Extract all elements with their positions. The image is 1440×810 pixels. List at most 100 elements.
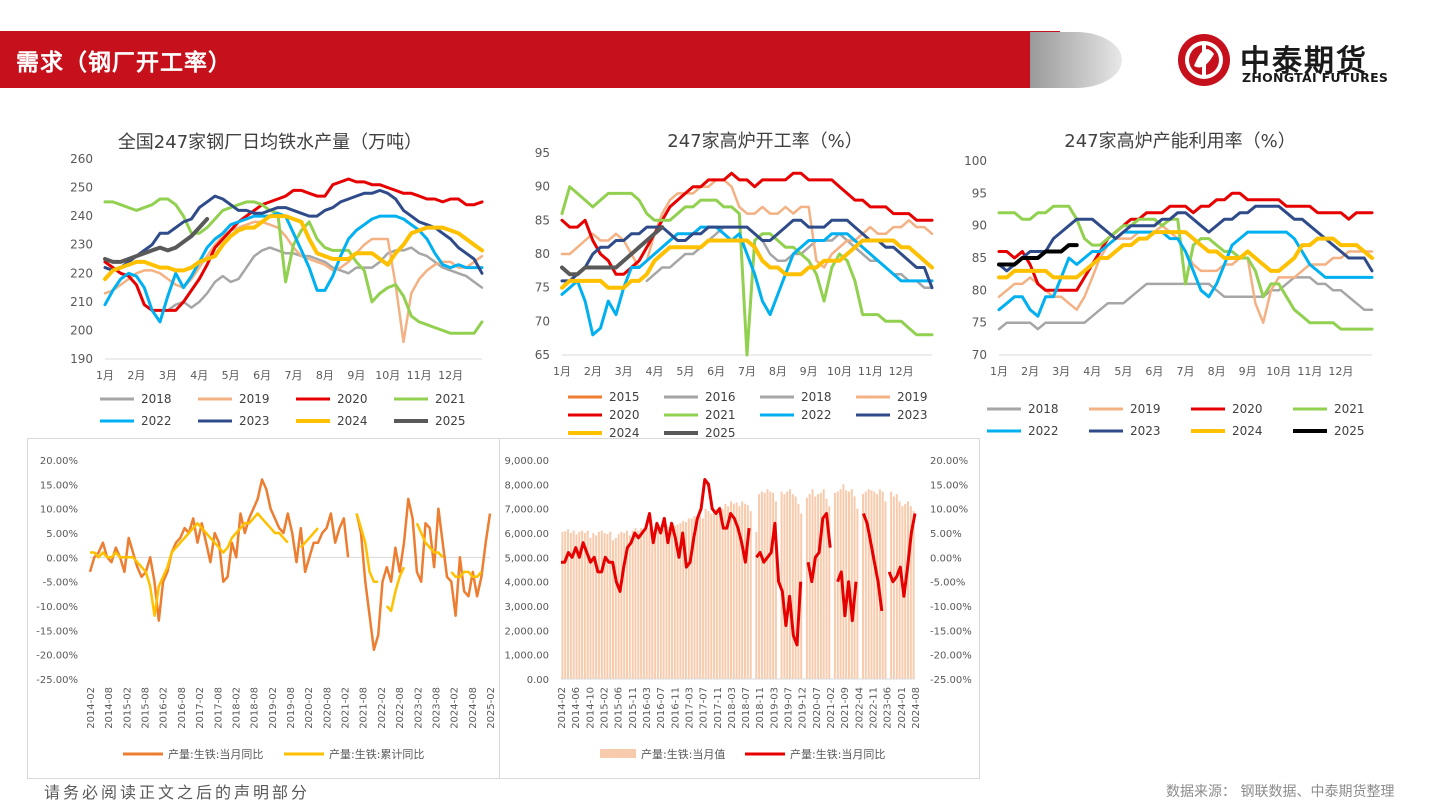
- x-tick-label: 2019-02: [268, 687, 279, 729]
- bar: [856, 508, 859, 679]
- x-tick-label: 1月: [990, 365, 1008, 378]
- x-tick-label: 2017-08: [213, 687, 224, 729]
- bar: [603, 533, 606, 679]
- y-tick-label: 100: [964, 154, 987, 168]
- legend-label: 产量:生铁:累计同比: [329, 747, 424, 761]
- bar: [822, 489, 825, 679]
- x-tick-label: 2015-02: [599, 687, 610, 729]
- series-line-2018: [166, 246, 484, 312]
- x-tick-label: 2014-08: [104, 687, 115, 729]
- legend-label-2023: 2023: [897, 408, 928, 422]
- y2-tick-label: -10.00%: [930, 602, 972, 613]
- legend-label-2023: 2023: [1130, 424, 1161, 438]
- x-tick-label: 2018-11: [755, 687, 766, 729]
- legend-label-2021: 2021: [1334, 402, 1365, 416]
- chart-1-iron-output: 190 200 210 220 230 240 250 260 1月 2月 3月 4月 5月 6月 7月 8月…: [70, 152, 484, 428]
- y-tick-label: -20.00%: [36, 651, 78, 662]
- x-tick-label: 10月: [1266, 365, 1291, 378]
- series-line-2022: [560, 225, 934, 337]
- brand-name-cn: 中泰期货: [1240, 44, 1368, 79]
- x-tick-label: 2014-10: [585, 687, 596, 729]
- x-tick-label: 2019-12: [798, 687, 809, 729]
- x-tick-label: 2022-11: [869, 687, 880, 729]
- bar: [760, 491, 763, 679]
- y-tick-label: 85: [535, 213, 550, 227]
- bar: [572, 530, 575, 679]
- series-line-2025: [560, 225, 665, 277]
- x-tick-label: 2024-08: [468, 687, 479, 729]
- legend-label-2022: 2022: [1028, 424, 1059, 438]
- y-tick-label: 5,000.00: [504, 553, 549, 564]
- series-line-yoy: [561, 478, 917, 647]
- x-tick-label: 2021-02: [826, 687, 837, 729]
- bar: [738, 506, 741, 679]
- bar: [749, 511, 752, 679]
- legend-label-2024: 2024: [609, 426, 640, 440]
- x-tick-label: 3月: [615, 365, 633, 378]
- y-tick-label: 260: [70, 152, 93, 166]
- legend-label-2018: 2018: [801, 390, 832, 404]
- x-tick-label: 2015-08: [141, 687, 152, 729]
- legend-label-2015: 2015: [609, 390, 640, 404]
- x-tick-label: 2018-07: [741, 687, 752, 729]
- y-tick-label: 240: [70, 209, 93, 223]
- x-tick-label: 2018-08: [250, 687, 261, 729]
- bar: [704, 508, 707, 679]
- bar: [909, 506, 912, 679]
- y-tick-label: 210: [70, 295, 93, 309]
- y2-tick-label: 10.00%: [930, 505, 968, 516]
- x-tick-label: 2月: [127, 369, 145, 382]
- bar: [783, 494, 786, 679]
- bar: [870, 490, 873, 679]
- bar: [735, 502, 738, 679]
- bar: [850, 489, 853, 679]
- bar: [612, 540, 614, 679]
- bar: [890, 491, 893, 679]
- bar: [794, 496, 797, 679]
- y-tick-label: 10.00%: [40, 505, 78, 516]
- bar: [597, 531, 600, 679]
- x-tick-label: 6月: [253, 369, 271, 382]
- bar: [600, 530, 603, 679]
- series-line-2020: [103, 177, 484, 312]
- bar: [814, 496, 817, 679]
- x-tick-label: 2014-06: [571, 687, 582, 729]
- bar: [662, 529, 665, 679]
- x-tick-label: 12月: [889, 365, 914, 378]
- bar: [586, 530, 589, 679]
- bar: [595, 535, 598, 679]
- bar: [713, 509, 716, 679]
- y-tick-label: -25.00%: [36, 675, 78, 686]
- series-line-产量:生铁:当月同比: [88, 478, 492, 652]
- x-tick-label: 2022-02: [377, 687, 388, 729]
- header-bar: [0, 31, 1060, 88]
- y-tick-label: 65: [535, 348, 550, 362]
- x-tick-label: 2019-08: [286, 687, 297, 729]
- x-tick-label: 2015-11: [628, 687, 639, 729]
- bar: [862, 494, 864, 679]
- series-line-2024: [103, 214, 484, 281]
- x-tick-label: 2023-06: [883, 687, 894, 729]
- bar: [679, 523, 682, 679]
- y-tick-label: 5.00%: [46, 529, 78, 540]
- y-tick-label: 220: [70, 266, 93, 280]
- y-tick-label: -15.00%: [36, 626, 78, 637]
- bar: [724, 503, 727, 679]
- bar: [755, 531, 758, 679]
- series-line-2021: [103, 197, 484, 335]
- series-line-2020: [997, 191, 1374, 292]
- series-line-2020: [560, 171, 934, 276]
- bar: [671, 528, 673, 679]
- bar: [732, 503, 735, 679]
- legend-label-2020: 2020: [1232, 402, 1263, 416]
- bar: [569, 533, 572, 679]
- x-tick-label: 2021-08: [359, 687, 370, 729]
- bar: [617, 534, 620, 679]
- x-tick-label: 3月: [159, 369, 177, 382]
- series-line-2021: [560, 185, 934, 357]
- bar: [819, 492, 822, 679]
- chart-1-title: 全国247家钢厂日均铁水产量（万吨）: [117, 132, 423, 153]
- y-tick-label: 20.00%: [40, 456, 78, 467]
- y-tick-label: 90: [535, 180, 550, 194]
- y2-tick-label: -20.00%: [930, 651, 972, 662]
